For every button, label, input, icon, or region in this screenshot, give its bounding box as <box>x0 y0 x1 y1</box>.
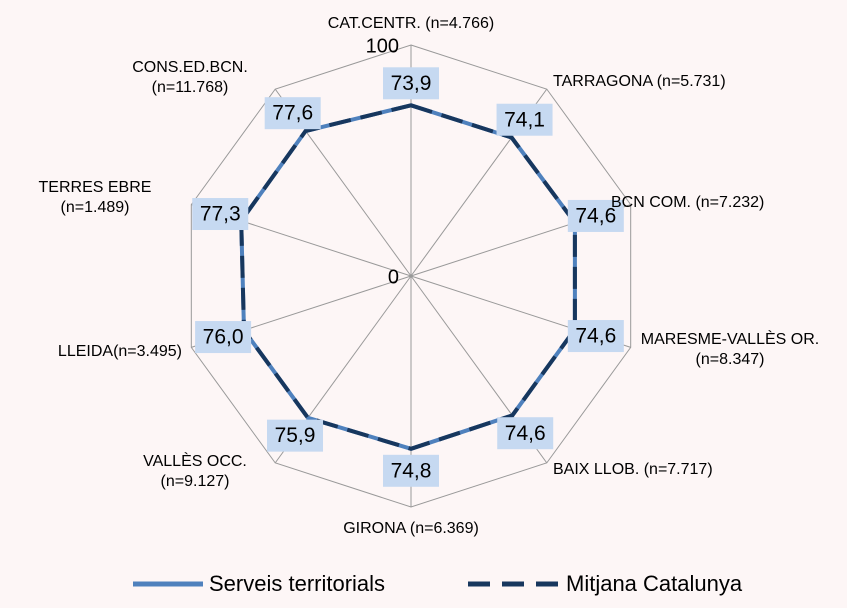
category-label: VALLÈS OCC. (n=9.127) <box>143 453 247 490</box>
value-label-box <box>383 67 439 100</box>
r-tick-label: 0 <box>388 266 399 288</box>
value-label-box <box>195 321 252 354</box>
category-label: CONS.ED.BCN. (n=11.768) <box>132 59 248 96</box>
value-label-box <box>567 199 624 232</box>
value-label-box <box>497 417 554 450</box>
series-line <box>239 103 577 451</box>
value-label: 77,6 <box>272 102 313 125</box>
legend-label: Serveis territorials <box>209 571 385 596</box>
value-label-box <box>567 320 624 353</box>
category-label: TARRAGONA (n=5.731) <box>553 73 726 90</box>
value-label-box <box>192 198 249 231</box>
category-label: MARESME-VALLÈS OR. (n=8.347) <box>640 331 820 368</box>
category-label: GIRONA (n=6.369) <box>343 520 479 537</box>
value-label: 74,6 <box>575 325 616 348</box>
category-label: BCN COM. (n=7.232) <box>611 194 765 211</box>
value-label: 74,6 <box>505 422 546 445</box>
value-label: 74,1 <box>504 108 545 131</box>
value-label: 74,6 <box>575 204 616 227</box>
legend-label: Mitjana Catalunya <box>566 571 743 596</box>
value-label-box <box>264 97 321 130</box>
value-label-box <box>267 419 324 452</box>
category-label: TERRES EBRE (n=1.489) <box>38 179 152 216</box>
value-label-box <box>383 454 439 487</box>
r-tick-label: 100 <box>366 35 399 57</box>
value-label-box <box>496 103 553 136</box>
value-label: 74,8 <box>391 459 432 482</box>
value-label: 77,3 <box>200 203 241 226</box>
category-label: LLEIDA(n=3.495) <box>57 343 182 360</box>
value-label: 75,9 <box>275 424 316 447</box>
value-label: 73,9 <box>391 72 432 95</box>
category-label: BAIX LLOB. (n=7.717) <box>553 461 713 478</box>
value-label: 76,0 <box>203 326 244 349</box>
category-label: CAT.CENTR. (n=4.766) <box>327 15 495 32</box>
